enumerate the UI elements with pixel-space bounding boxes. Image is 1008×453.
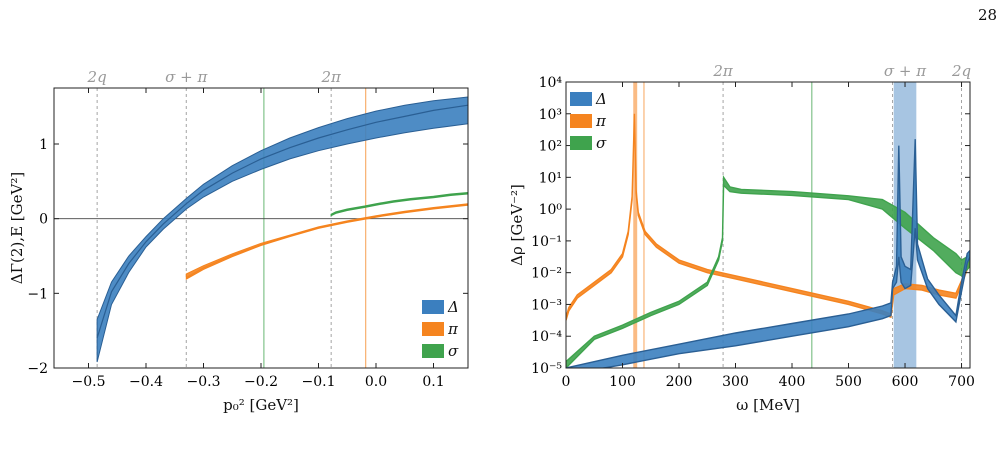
x-tick-label: 600 <box>892 374 919 390</box>
chart-left: −0.5 −0.4 −0.3 −0.2 −0.1 0.0 0.1 −2 −1 0 1 2q σ + π 2… <box>8 68 469 414</box>
x-tick-label: 100 <box>609 374 636 390</box>
y-axis-title: ΔΓ(2),E [GeV²] <box>8 172 26 284</box>
y-axis-title: Δρ [GeV⁻²] <box>508 184 526 266</box>
threshold-label: 2q <box>87 68 107 86</box>
legend-swatch-pi <box>422 322 444 336</box>
legend-label-pi: π <box>447 320 459 338</box>
x-tick-label: 700 <box>948 374 975 390</box>
x-tick-label: −0.3 <box>187 374 221 390</box>
y-tick-label: 10⁻⁴ <box>531 329 562 345</box>
legend-swatch-delta <box>570 92 592 106</box>
series-band-Δ <box>566 139 970 368</box>
y-tick-label: 10⁻³ <box>531 297 562 313</box>
series-band-π <box>185 203 468 280</box>
legend-label-sigma: σ <box>596 134 607 152</box>
y-tick-label: 10⁻¹ <box>531 234 562 250</box>
x-axis-title: p₀² [GeV²] <box>223 396 299 414</box>
y-tick-label: 10⁰ <box>539 202 563 218</box>
x-tick-label: 0 <box>562 374 571 390</box>
page-number: 28 <box>978 6 998 24</box>
series-center-line-π <box>186 203 468 279</box>
series-band-Δ <box>96 96 468 363</box>
threshold-label: 2q <box>951 62 971 80</box>
x-tick-label: 0.0 <box>365 374 387 390</box>
y-tick-label: 10⁴ <box>539 75 563 91</box>
chart-right: 0 100 200 300 400 500 600 700 10⁻⁵ 10⁻⁴ 10⁻³ 10⁻² 10… <box>508 62 975 414</box>
x-tick-label: 400 <box>779 374 806 390</box>
plot-frame <box>565 81 971 369</box>
y-tick-label: 10⁻⁵ <box>531 361 562 377</box>
y-tick-label: −1 <box>27 286 48 302</box>
series-band-σ <box>566 175 970 368</box>
x-axis-title: ω [MeV] <box>736 396 800 414</box>
threshold-label: σ + π <box>165 68 208 86</box>
x-tick-label: −0.2 <box>244 374 278 390</box>
legend-label-delta: Δ <box>595 90 607 108</box>
y-tick-label: −2 <box>27 361 48 377</box>
series-center-line-Δ <box>96 104 468 339</box>
y-tick-label: 0 <box>39 212 48 228</box>
threshold-label: 2π <box>320 68 342 86</box>
x-tick-label: −0.4 <box>129 374 163 390</box>
x-tick-label: −0.5 <box>72 374 106 390</box>
legend-swatch-sigma <box>422 344 444 358</box>
x-tick-label: 500 <box>835 374 862 390</box>
x-tick-label: 200 <box>666 374 693 390</box>
legend-label-pi: π <box>595 112 607 130</box>
pi-mass-band <box>633 82 638 368</box>
x-tick-label: 0.1 <box>422 374 444 390</box>
legend-swatch-sigma <box>570 136 592 150</box>
x-tick-label: −0.1 <box>302 374 336 390</box>
threshold-label: σ + π <box>884 62 927 80</box>
series-center-line-σ <box>330 192 468 216</box>
y-tick-label: 10³ <box>539 107 562 123</box>
plot-area <box>566 113 970 368</box>
y-tick-label: 1 <box>39 137 48 153</box>
y-tick-label: 10⁻² <box>531 266 562 282</box>
plot-area <box>96 96 468 363</box>
legend-swatch-delta <box>422 300 444 314</box>
legend-swatch-pi <box>570 114 592 128</box>
legend-label-delta: Δ <box>447 298 459 316</box>
x-tick-label: 300 <box>722 374 749 390</box>
series-band-π <box>566 113 970 321</box>
threshold-label: 2π <box>712 62 734 80</box>
legend-label-sigma: σ <box>448 342 459 360</box>
y-tick-label: 10² <box>539 139 562 155</box>
y-tick-label: 10¹ <box>539 170 562 186</box>
